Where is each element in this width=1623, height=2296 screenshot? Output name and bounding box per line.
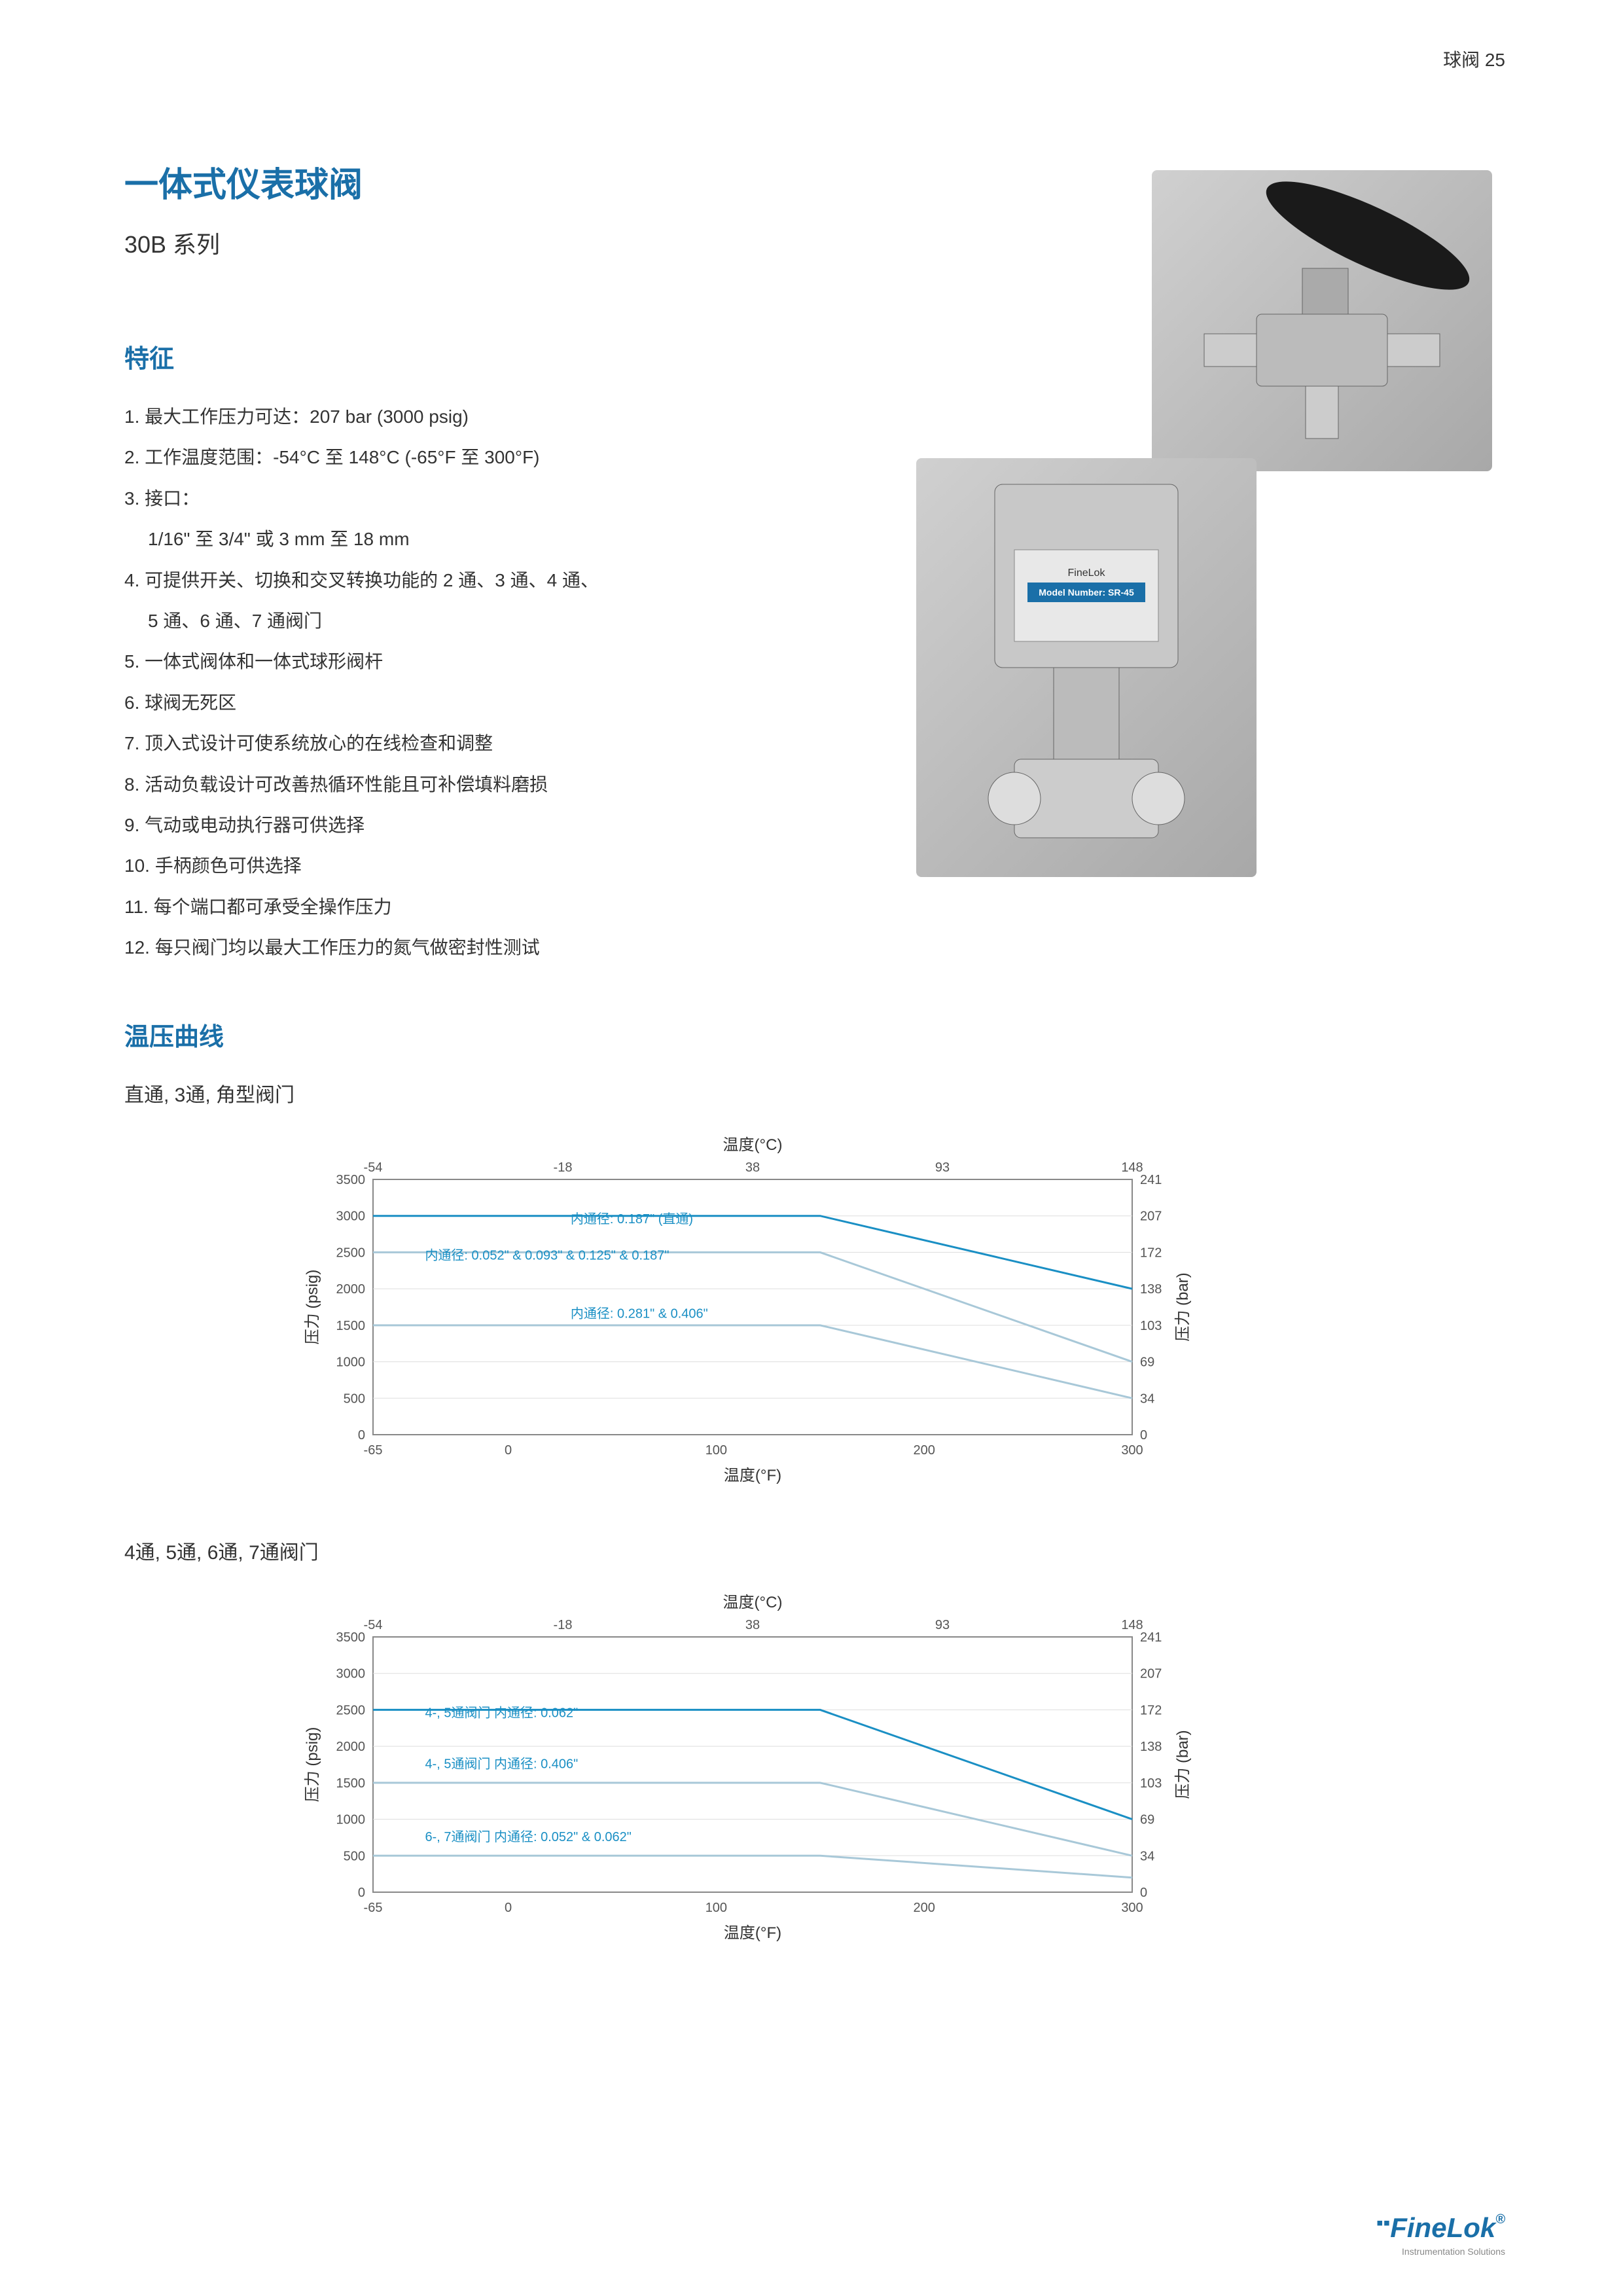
feature-item: 顶入式设计可使系统放心的在线检查和调整 [124,727,1518,760]
svg-text:148: 148 [1121,1618,1143,1632]
svg-text:0: 0 [358,1428,365,1443]
svg-text:172: 172 [1140,1246,1162,1261]
svg-text:4-, 5通阀门 内通径: 0.062": 4-, 5通阀门 内通径: 0.062" [425,1706,578,1721]
product-image-actuator: FineLok Model Number: SR-45 Model Number… [916,458,1257,877]
svg-text:500: 500 [344,1850,365,1864]
svg-text:内通径: 0.187" (直通): 内通径: 0.187" (直通) [571,1211,693,1227]
svg-text:241: 241 [1140,1173,1162,1187]
svg-text:100: 100 [705,1901,727,1915]
svg-text:温度(°F): 温度(°F) [724,1467,781,1484]
svg-text:93: 93 [935,1618,950,1632]
svg-text:0: 0 [1140,1428,1147,1443]
svg-text:温度(°C): 温度(°C) [723,1136,783,1154]
chart1-label: 直通, 3通, 角型阀门 [124,1079,1518,1107]
svg-text:内通径: 0.281" & 0.406": 内通径: 0.281" & 0.406" [571,1306,708,1321]
svg-text:-65: -65 [364,1901,383,1915]
temp-curve-heading: 温压曲线 [124,1016,1518,1052]
svg-text:1500: 1500 [336,1319,366,1333]
svg-text:Model Number: SR-45: Model Number: SR-45 [1039,587,1134,598]
chart2: 0500100015002000250030003500034691031381… [294,1585,1211,1951]
svg-text:压力 (bar): 压力 (bar) [1174,1731,1192,1799]
product-image-valve-handle [1152,170,1492,471]
svg-text:2500: 2500 [336,1704,366,1718]
svg-text:3500: 3500 [336,1173,366,1187]
svg-text:温度(°F): 温度(°F) [724,1924,781,1942]
svg-text:200: 200 [914,1901,935,1915]
svg-text:压力 (bar): 压力 (bar) [1174,1273,1192,1342]
svg-text:69: 69 [1140,1813,1154,1827]
chart1-container: 0500100015002000250030003500034691031381… [294,1127,1518,1497]
svg-text:34: 34 [1140,1392,1154,1407]
feature-item: 每只阀门均以最大工作压力的氮气做密封性测试 [124,931,1518,964]
feature-item: 一体式阀体和一体式球形阀杆 [124,645,1518,678]
svg-text:-54: -54 [364,1160,383,1175]
page-header: 球阀 25 [1443,46,1505,72]
svg-text:0: 0 [358,1886,365,1900]
svg-text:500: 500 [344,1392,365,1407]
feature-item: 手柄颜色可供选择 [124,850,1518,882]
svg-text:34: 34 [1140,1850,1154,1864]
svg-text:1000: 1000 [336,1813,366,1827]
svg-text:1000: 1000 [336,1355,366,1370]
svg-text:172: 172 [1140,1704,1162,1718]
svg-text:4-, 5通阀门 内通径: 0.406": 4-, 5通阀门 内通径: 0.406" [425,1757,578,1772]
svg-text:300: 300 [1121,1443,1143,1458]
svg-text:138: 138 [1140,1283,1162,1297]
svg-text:69: 69 [1140,1355,1154,1370]
feature-item: 活动负载设计可改善热循环性能且可补偿填料磨损 [124,768,1518,801]
svg-text:0: 0 [505,1901,512,1915]
footer-logo-sub: Instrumentation Solutions [1402,2246,1505,2257]
feature-item: 可提供开关、切换和交叉转换功能的 2 通、3 通、4 通、 [124,564,1518,597]
svg-text:温度(°C): 温度(°C) [723,1594,783,1611]
svg-text:148: 148 [1121,1160,1143,1175]
svg-text:3000: 3000 [336,1667,366,1681]
svg-text:6-, 7通阀门 内通径: 0.052" & 0.062": 6-, 7通阀门 内通径: 0.052" & 0.062" [425,1829,631,1844]
svg-text:3500: 3500 [336,1630,366,1645]
svg-text:FineLok: FineLok [1068,567,1106,579]
chart2-label: 4通, 5通, 6通, 7通阀门 [124,1536,1518,1565]
svg-text:207: 207 [1140,1667,1162,1681]
svg-text:200: 200 [914,1443,935,1458]
svg-text:100: 100 [705,1443,727,1458]
svg-text:2000: 2000 [336,1740,366,1755]
svg-text:3000: 3000 [336,1210,366,1224]
svg-text:38: 38 [745,1160,760,1175]
svg-text:300: 300 [1121,1901,1143,1915]
svg-text:93: 93 [935,1160,950,1175]
svg-text:241: 241 [1140,1630,1162,1645]
chart2-container: 0500100015002000250030003500034691031381… [294,1585,1518,1954]
feature-list-cont2: 一体式阀体和一体式球形阀杆 球阀无死区 顶入式设计可使系统放心的在线检查和调整 … [124,645,1518,964]
svg-text:138: 138 [1140,1740,1162,1755]
chart1: 0500100015002000250030003500034691031381… [294,1127,1211,1494]
svg-text:38: 38 [745,1618,760,1632]
svg-text:-18: -18 [554,1160,573,1175]
svg-text:0: 0 [1140,1886,1147,1900]
svg-text:压力 (psig): 压力 (psig) [304,1270,321,1345]
svg-text:0: 0 [505,1443,512,1458]
svg-text:2000: 2000 [336,1283,366,1297]
svg-text:1500: 1500 [336,1776,366,1791]
svg-text:-65: -65 [364,1443,383,1458]
feature-list-cont: 可提供开关、切换和交叉转换功能的 2 通、3 通、4 通、 [124,564,1518,597]
feature-item: 每个端口都可承受全操作压力 [124,891,1518,924]
svg-text:压力 (psig): 压力 (psig) [304,1727,321,1803]
feature-sub: 1/16" 至 3/4" 或 3 mm 至 18 mm [148,523,1518,556]
feature-sub: 5 通、6 通、7 通阀门 [148,605,1518,637]
svg-text:103: 103 [1140,1319,1162,1333]
svg-text:内通径: 0.052" & 0.093" & 0.125": 内通径: 0.052" & 0.093" & 0.125" & 0.187" [425,1248,669,1263]
svg-text:-18: -18 [554,1618,573,1632]
svg-text:-54: -54 [364,1618,383,1632]
svg-text:2500: 2500 [336,1246,366,1261]
svg-text:207: 207 [1140,1210,1162,1224]
footer-logo: ▪▪FineLok® [1376,2212,1505,2244]
feature-item: 气动或电动执行器可供选择 [124,809,1518,842]
feature-item: 接口： [124,482,1518,515]
feature-item: 球阀无死区 [124,687,1518,719]
svg-text:103: 103 [1140,1776,1162,1791]
